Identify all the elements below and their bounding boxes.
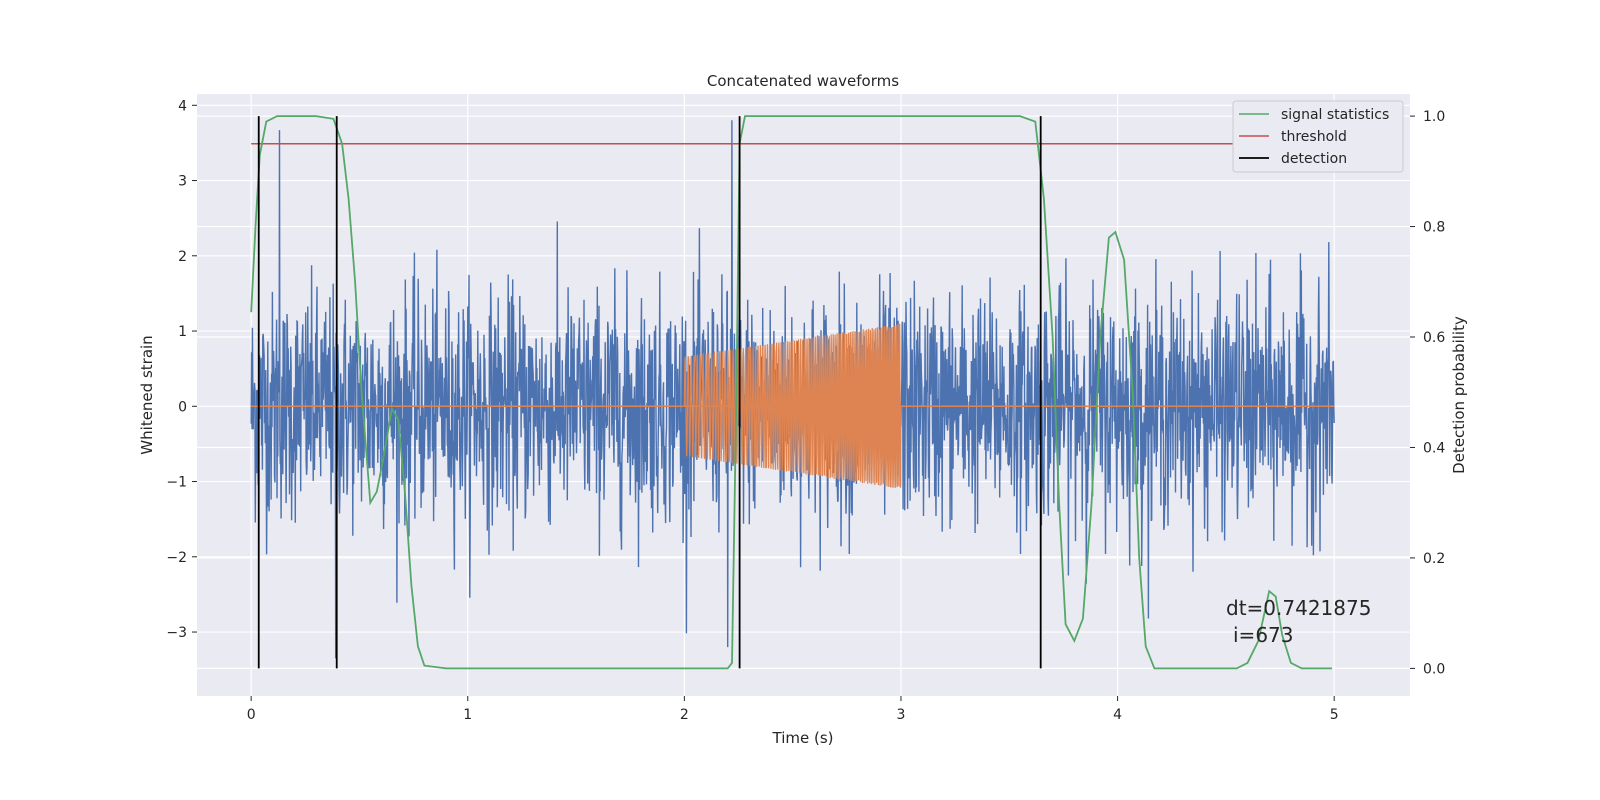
- y-tick-label: 1: [178, 324, 187, 340]
- annotation-i: i=673: [1233, 623, 1294, 647]
- y-tick-label: −1: [166, 475, 187, 491]
- axes: 0 1 2 3 4 5 −3 −2 −1 0 1 2 3 4 0.0 0.2 0.4 0.6 0.8 1.0: [166, 98, 1445, 723]
- x-tick-label: 5: [1330, 707, 1339, 723]
- chart-title: Concatenated waveforms: [707, 72, 899, 90]
- signal-statistics-line: [250, 115, 1332, 670]
- x-tick-label: 2: [680, 707, 689, 723]
- annotation-dt: dt=0.7421875: [1226, 596, 1371, 620]
- legend-label-detection: detection: [1281, 151, 1347, 167]
- y-right-tick-label: 0.6: [1423, 330, 1445, 346]
- signal-statistics-series: [250, 115, 1335, 670]
- y-right-tick-label: 0.2: [1423, 551, 1445, 567]
- strain-series: [250, 120, 1335, 659]
- x-tick-label: 4: [1113, 707, 1122, 723]
- y-axis-label: Whitened strain: [138, 335, 156, 454]
- y-tick-label: 4: [178, 98, 187, 114]
- legend-label-signal-statistics: signal statistics: [1281, 107, 1389, 123]
- x-tick-label: 0: [247, 707, 256, 723]
- y-tick-label: 0: [178, 399, 187, 415]
- y-right-tick-label: 1.0: [1423, 109, 1445, 125]
- y-tick-label: 3: [178, 174, 187, 190]
- y-tick-label: −3: [166, 625, 187, 641]
- y-axis-right-label: Detection probability: [1450, 316, 1468, 474]
- y-tick-label: 2: [178, 249, 187, 265]
- x-tick-label: 1: [463, 707, 472, 723]
- x-axis-label: Time (s): [772, 729, 834, 747]
- y-tick-label: −2: [166, 550, 187, 566]
- y-right-tick-label: 0.0: [1423, 661, 1445, 677]
- x-tick-label: 3: [897, 707, 906, 723]
- y-right-tick-label: 0.4: [1423, 440, 1445, 456]
- injection-line: [683, 323, 902, 488]
- y-right-tick-label: 0.8: [1423, 220, 1445, 236]
- legend-box: [1232, 100, 1404, 173]
- legend: signal statistics threshold detection: [1232, 100, 1404, 173]
- legend-label-threshold: threshold: [1281, 129, 1347, 145]
